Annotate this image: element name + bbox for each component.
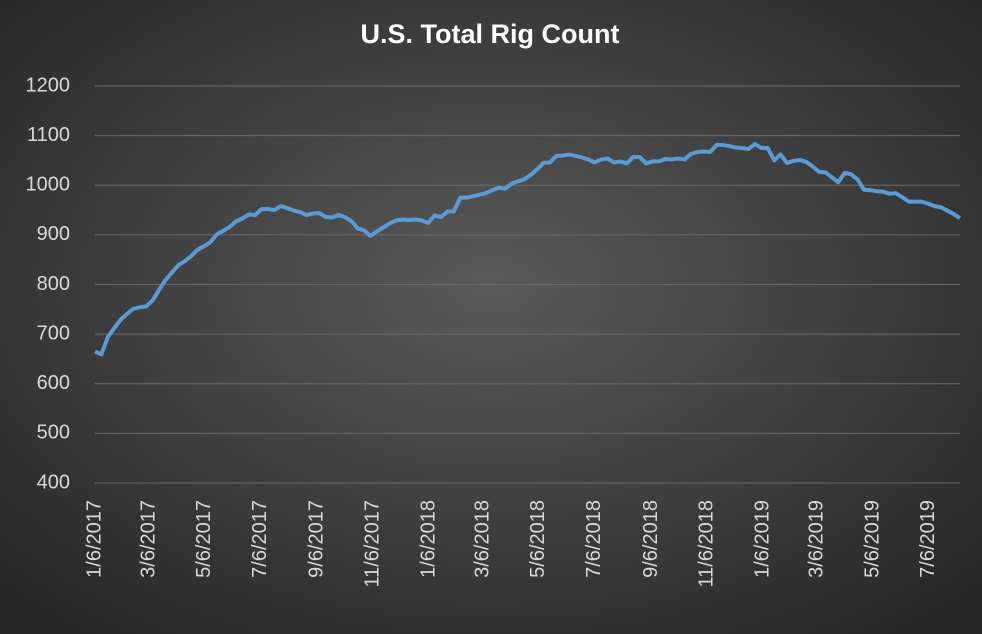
y-tick-label: 800 — [37, 273, 70, 295]
y-tick-label: 900 — [37, 223, 70, 245]
chart-title: U.S. Total Rig Count — [361, 19, 620, 49]
x-tick-label: 7/6/2018 — [583, 500, 605, 578]
x-tick-label: 11/6/2017 — [362, 500, 384, 588]
x-tick-label: 9/6/2017 — [306, 500, 328, 578]
x-tick-label: 5/6/2017 — [193, 500, 215, 578]
x-tick-label: 11/6/2018 — [696, 500, 718, 588]
x-tick-label: 5/6/2019 — [861, 500, 883, 578]
y-tick-label: 700 — [37, 322, 70, 344]
y-tick-label: 500 — [37, 422, 70, 444]
x-tick-label: 1/6/2017 — [83, 500, 105, 578]
x-tick-label: 5/6/2018 — [527, 500, 549, 578]
x-tick-label: 3/6/2017 — [137, 500, 159, 578]
x-tick-label: 3/6/2019 — [805, 500, 827, 578]
x-tick-label: 3/6/2018 — [471, 500, 493, 578]
y-tick-label: 600 — [37, 372, 70, 394]
y-tick-label: 1000 — [26, 174, 71, 196]
y-tick-label: 1200 — [26, 74, 71, 96]
x-tick-label: 7/6/2019 — [917, 500, 939, 578]
x-tick-label: 9/6/2018 — [640, 500, 662, 578]
y-tick-label: 1100 — [27, 124, 70, 146]
x-tick-label: 1/6/2019 — [751, 500, 773, 578]
x-tick-label: 1/6/2018 — [417, 500, 439, 578]
x-tick-label: 7/6/2017 — [249, 500, 271, 578]
y-tick-label: 400 — [37, 471, 70, 493]
series-line — [94, 142, 962, 357]
